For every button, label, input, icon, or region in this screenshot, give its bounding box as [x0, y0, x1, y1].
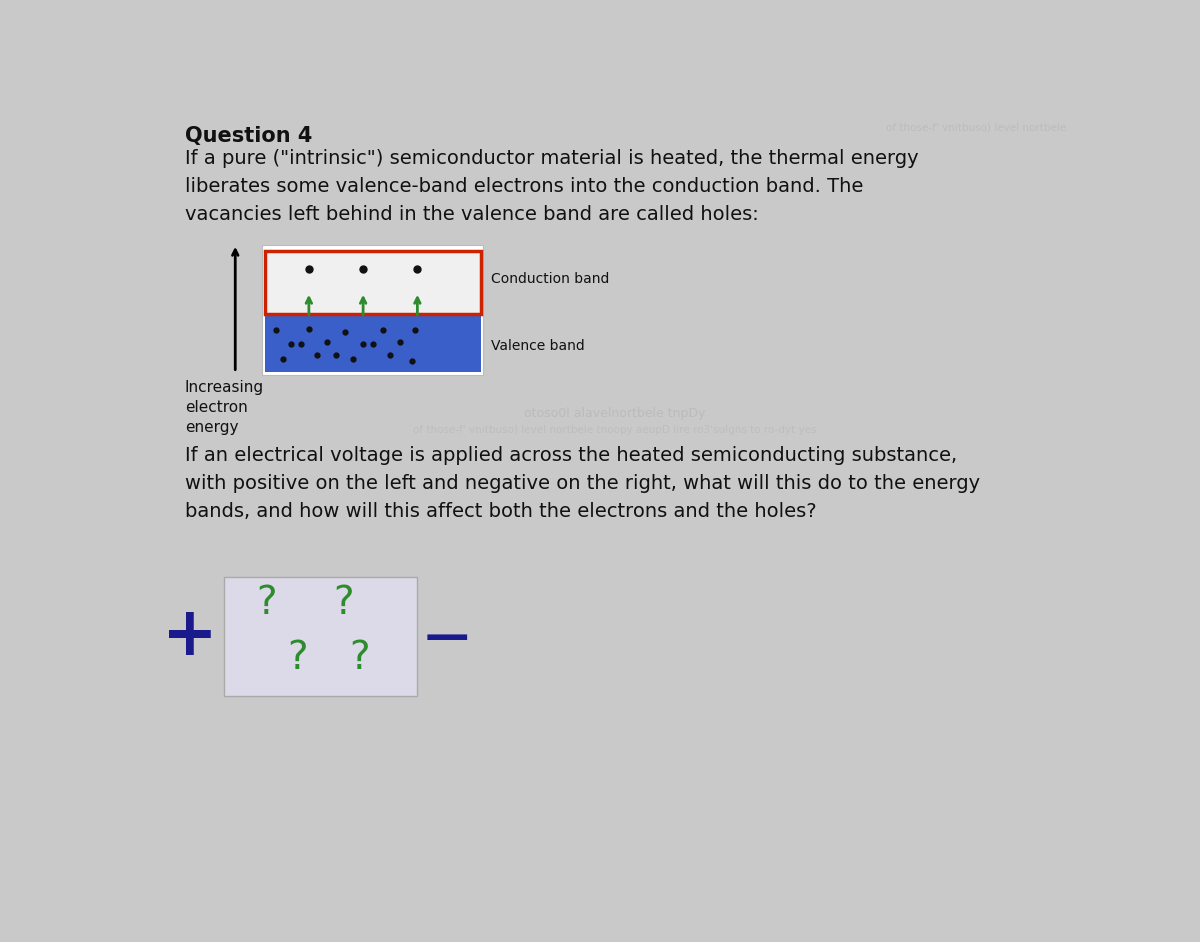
- Text: ?: ?: [334, 584, 354, 622]
- Text: Conduction band: Conduction band: [491, 272, 610, 286]
- Text: If an electrical voltage is applied across the heated semiconducting substance,
: If an electrical voltage is applied acro…: [185, 446, 980, 521]
- Bar: [265, 251, 481, 314]
- Text: of those-f' vnitbuso) level nortbele: of those-f' vnitbuso) level nortbele: [887, 122, 1067, 132]
- Text: Question 4: Question 4: [185, 126, 312, 146]
- Text: ?: ?: [287, 639, 307, 676]
- Bar: [223, 577, 418, 696]
- Text: ?: ?: [349, 639, 370, 676]
- Text: Valence band: Valence band: [491, 339, 584, 352]
- Text: If a pure ("intrinsic") semiconductor material is heated, the thermal energy
lib: If a pure ("intrinsic") semiconductor ma…: [185, 149, 918, 224]
- Text: of those-f' vnitbuso) level nortbele tnoopy aeupD lire ro3'sulgns to ro-dyt yes: of those-f' vnitbuso) level nortbele tno…: [413, 425, 817, 435]
- Text: ?: ?: [256, 584, 276, 622]
- Text: Increasing
electron
energy: Increasing electron energy: [185, 381, 264, 435]
- Text: —: —: [425, 615, 469, 658]
- Bar: [263, 246, 484, 375]
- Bar: [265, 314, 481, 372]
- Text: +: +: [162, 603, 218, 669]
- Text: otoso0l alavelnortbele tnpDy: otoso0l alavelnortbele tnpDy: [524, 407, 706, 420]
